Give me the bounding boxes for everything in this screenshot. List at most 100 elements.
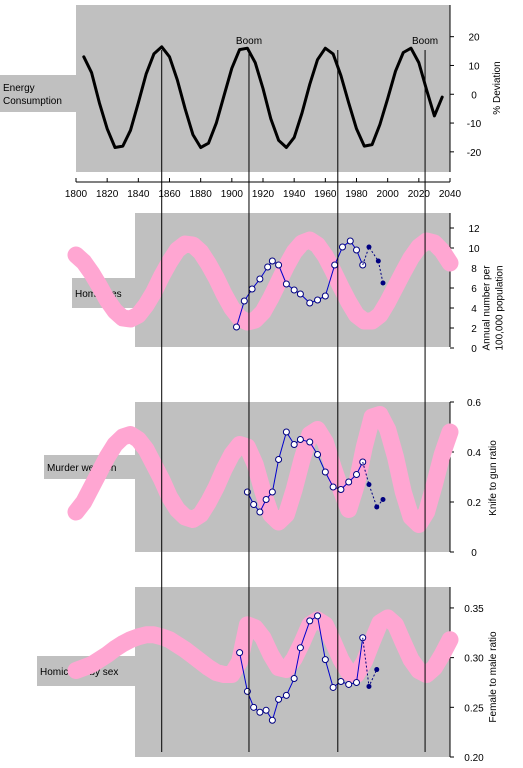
observed-point [296, 290, 304, 298]
observed-point [236, 649, 244, 657]
panel-label: Consumption [3, 96, 62, 107]
x-tick-label: 1920 [252, 189, 275, 200]
observed-point [337, 677, 345, 685]
observed-point [275, 261, 283, 269]
long-wave-band [67, 609, 459, 683]
observed-point [338, 243, 346, 251]
observed-point [314, 296, 322, 304]
y-tick-label: 0.20 [464, 753, 484, 764]
y-tick-label: 0.30 [464, 654, 484, 665]
observed-point [256, 708, 264, 716]
x-tick-label: 1820 [96, 189, 119, 200]
observed-point [262, 706, 270, 714]
y-tick-label: 0.2 [467, 498, 481, 509]
observed-point [282, 428, 290, 436]
y-tick-label: 10 [468, 61, 480, 72]
projected-point [366, 244, 372, 250]
observed-point [321, 468, 329, 476]
observed-point [290, 441, 298, 448]
x-tick-label: 1860 [158, 189, 181, 200]
observed-point [337, 486, 345, 493]
boom-reference-lines [161, 50, 426, 752]
y-tick-label: 12 [468, 224, 480, 235]
y-tick-label: 0 [471, 90, 477, 101]
y-axis-label: 100,000 population [495, 265, 506, 350]
y-axis-label: Annual number per [482, 265, 493, 351]
long-wave-band [67, 406, 459, 533]
x-tick-label: 1900 [221, 189, 244, 200]
observed-point [268, 257, 276, 265]
projected-line [362, 461, 384, 509]
y-tick-label: 0.6 [467, 398, 481, 409]
observed-point [275, 456, 283, 463]
y-tick-label: 8 [471, 264, 477, 275]
panel-label: Energy [3, 83, 35, 94]
observed-point [329, 483, 337, 491]
observed-point [321, 292, 329, 300]
label-box [0, 75, 76, 112]
observed-point [306, 617, 314, 625]
observed-point [314, 451, 322, 458]
x-tick-label: 1980 [345, 189, 368, 200]
y-axis-label: Knife to gun ratio [488, 440, 499, 516]
y-tick-label: 0.25 [464, 703, 484, 714]
long-wave-band [67, 231, 459, 331]
projected-line [362, 245, 384, 284]
y-axis-label: % Deviation [492, 61, 503, 114]
projected-point [380, 280, 386, 286]
boom-annotation: Boom [236, 36, 262, 47]
y-tick-label: 6 [471, 284, 477, 295]
x-tick-label: 2020 [408, 189, 431, 200]
observed-point [268, 716, 276, 724]
y-tick-label: 0 [471, 344, 477, 355]
observed-point [314, 612, 322, 620]
observed-point [346, 237, 354, 245]
x-tick-label: 1840 [127, 189, 150, 200]
observed-point [264, 263, 272, 271]
y-tick-label: 20 [468, 33, 480, 44]
observed-point [321, 656, 329, 664]
observed-point [345, 680, 353, 688]
energy-line [82, 45, 444, 149]
projected-point [380, 497, 386, 502]
observed-point [359, 634, 367, 642]
observed-point [290, 286, 298, 294]
observed-point [256, 508, 264, 516]
x-tick-label: 1960 [314, 189, 337, 200]
observed-point [290, 674, 298, 682]
observed-point [275, 695, 283, 703]
x-tick-label: 1800 [65, 189, 88, 200]
boom-annotation: Boom [412, 36, 438, 47]
y-tick-label: -10 [467, 119, 482, 130]
y-tick-label: 10 [468, 244, 480, 255]
observed-point [282, 280, 290, 288]
y-tick-label: 0.35 [464, 604, 484, 615]
observed-point [306, 438, 314, 446]
y-tick-label: 4 [471, 304, 477, 315]
observed-point [240, 297, 248, 305]
projected-point [374, 667, 380, 673]
y-axis-label: Female to male ratio [488, 631, 499, 723]
projected-point [374, 504, 380, 510]
y-tick-label: 0.4 [467, 448, 481, 459]
y-tick-label: 0 [471, 548, 477, 559]
observed-point [268, 488, 276, 496]
observed-point [233, 323, 241, 331]
projected-point [366, 482, 372, 487]
observed-point [256, 275, 264, 283]
observed-point [248, 285, 256, 293]
observed-point [282, 691, 290, 699]
x-tick-label: 1880 [190, 189, 213, 200]
observed-point [353, 471, 360, 478]
observed-point [331, 261, 339, 269]
observed-point [243, 488, 251, 496]
y-tick-label: -20 [467, 148, 482, 159]
observed-point [345, 478, 353, 486]
observed-point [353, 678, 360, 686]
observed-point [329, 683, 337, 691]
observed-point [243, 687, 251, 695]
observed-point [250, 501, 258, 508]
